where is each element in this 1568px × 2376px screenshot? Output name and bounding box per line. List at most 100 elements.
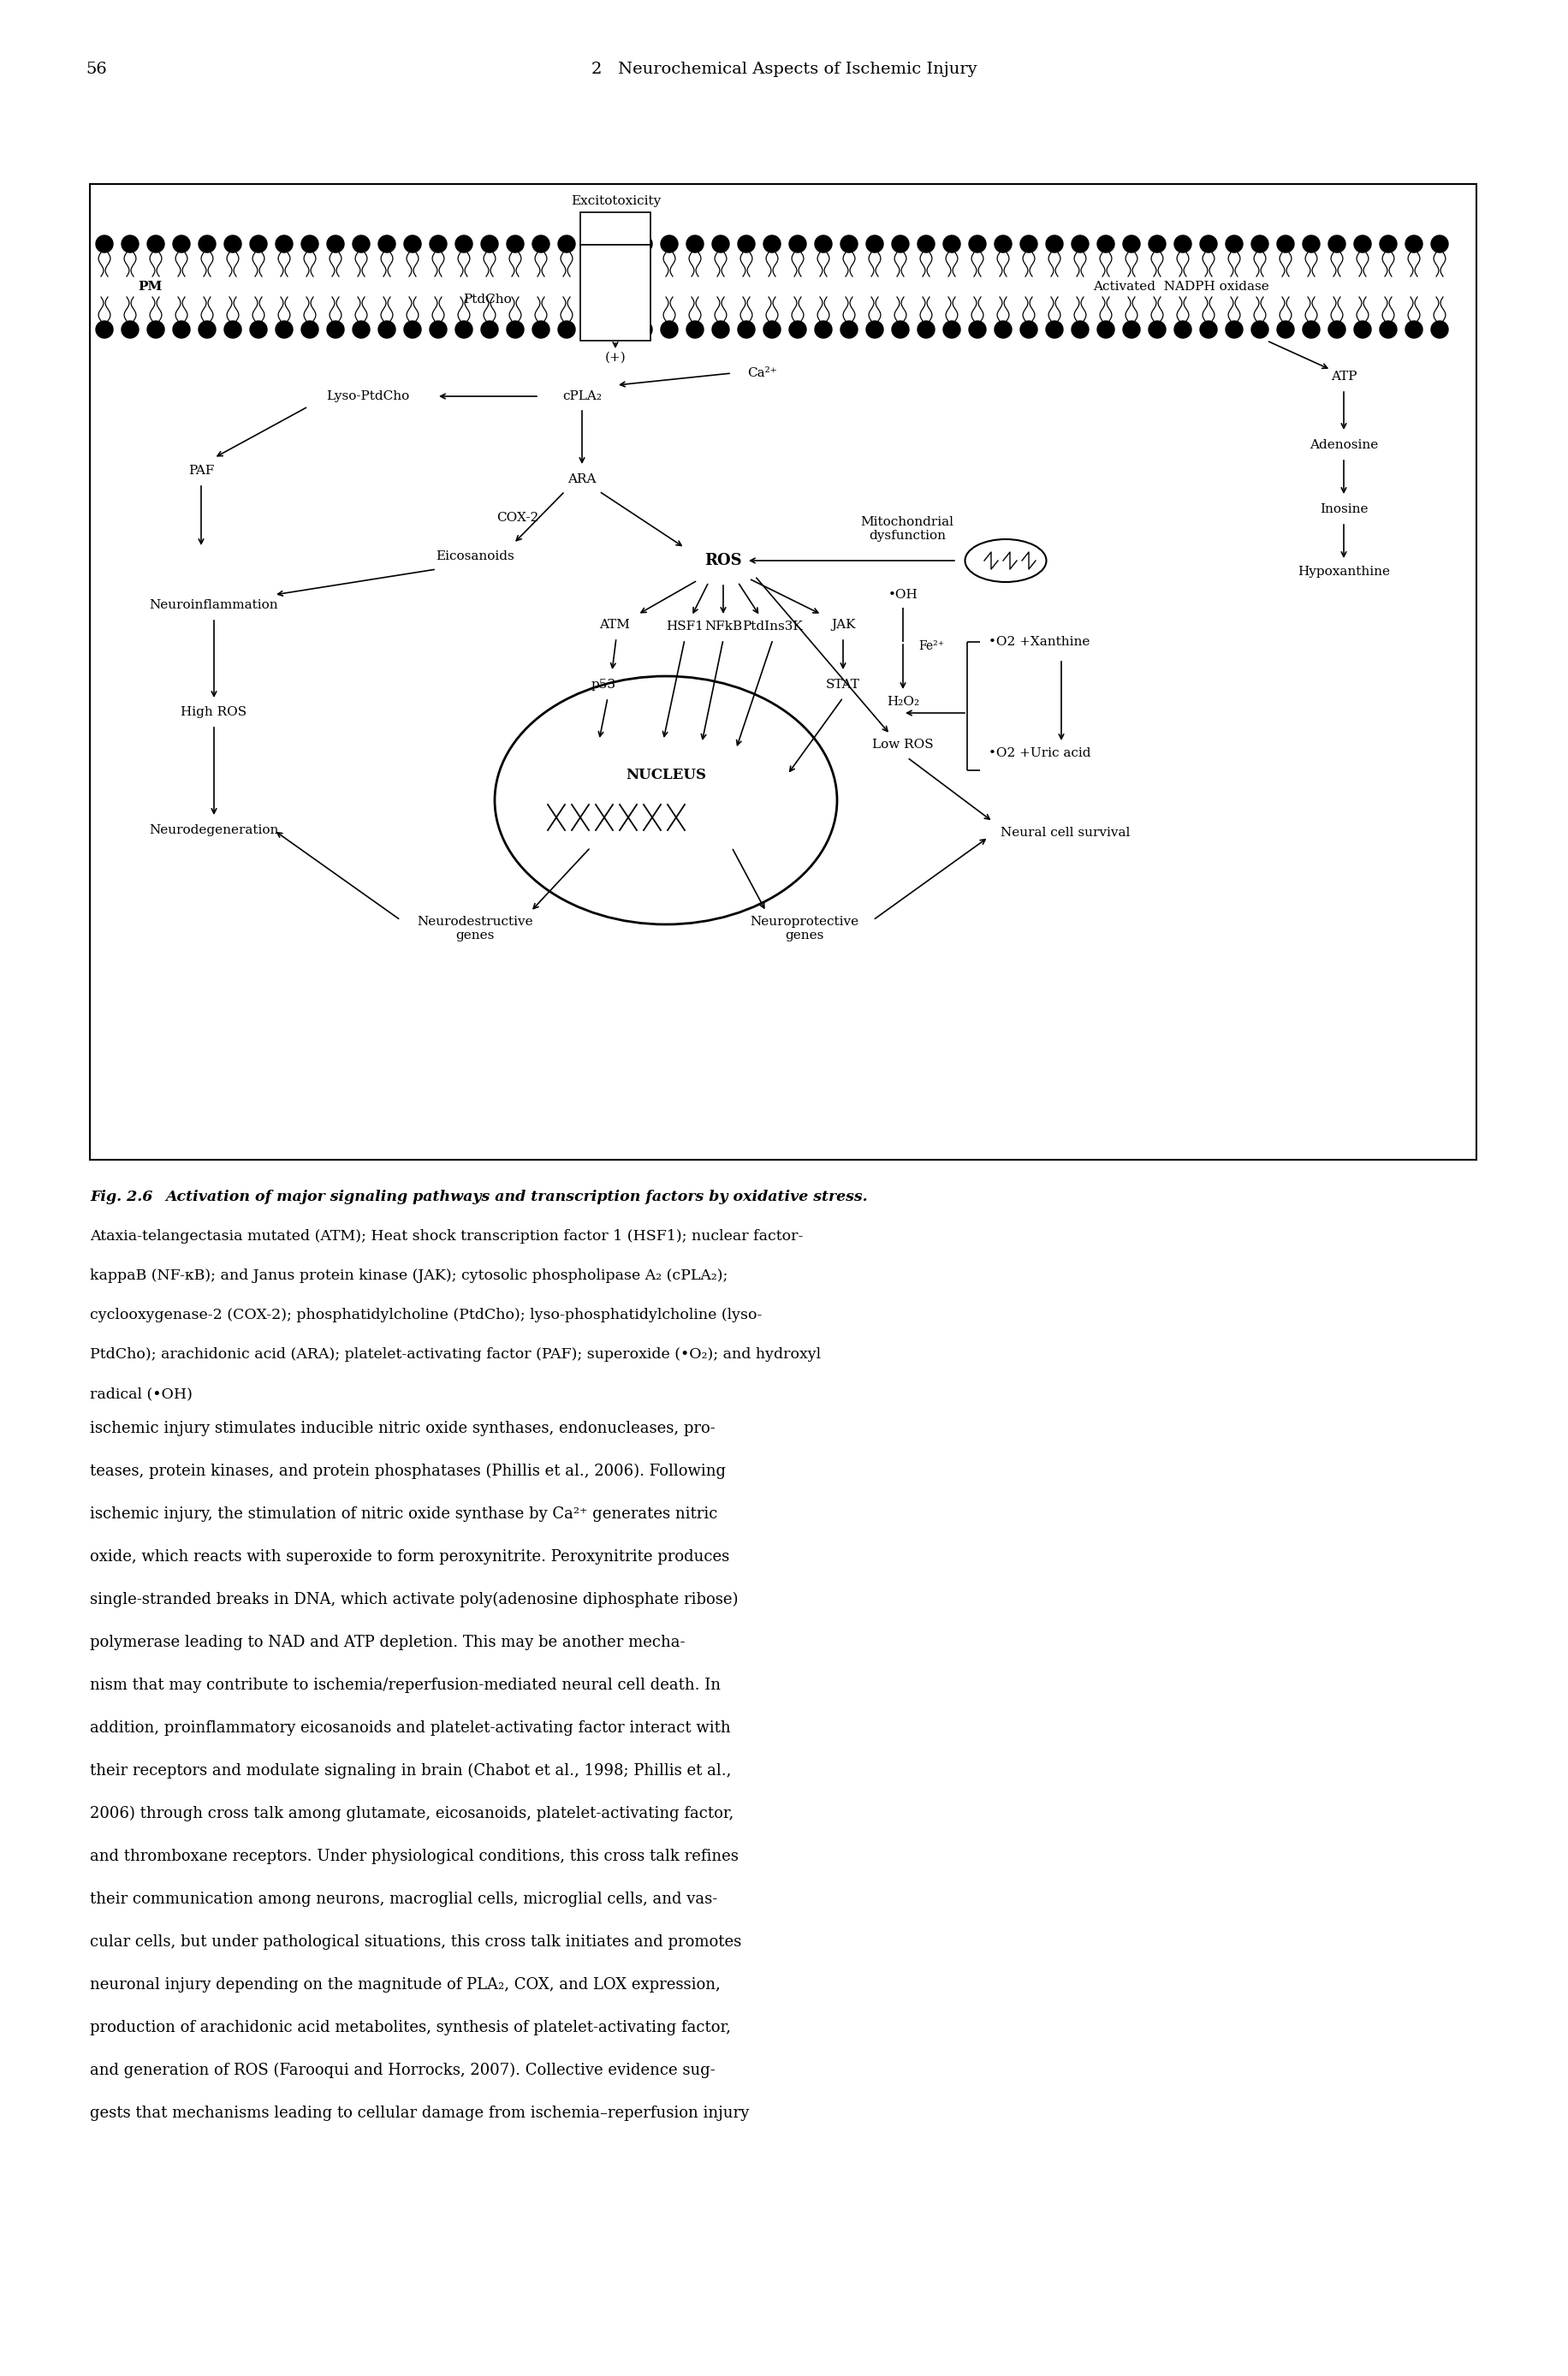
Text: High ROS: High ROS [180, 706, 248, 718]
Bar [580, 245, 651, 340]
Text: •O2 +Uric acid: •O2 +Uric acid [988, 746, 1091, 760]
Text: oxide, which reacts with superoxide to form peroxynitrite. Peroxynitrite produce: oxide, which reacts with superoxide to f… [89, 1549, 729, 1566]
Text: HSF1: HSF1 [666, 620, 704, 632]
Text: cular cells, but under pathological situations, this cross talk initiates and pr: cular cells, but under pathological situ… [89, 1934, 742, 1951]
Text: PtdCho); arachidonic acid (ARA); platelet-activating factor (PAF); superoxide (•: PtdCho); arachidonic acid (ARA); platele… [89, 1347, 822, 1361]
Circle shape [1405, 235, 1422, 252]
Text: Eicosanoids: Eicosanoids [436, 551, 514, 563]
Text: gests that mechanisms leading to cellular damage from ischemia–reperfusion injur: gests that mechanisms leading to cellula… [89, 2105, 750, 2122]
Text: JAK: JAK [831, 618, 855, 630]
Ellipse shape [495, 677, 837, 924]
Circle shape [917, 235, 935, 252]
Circle shape [1071, 235, 1088, 252]
Circle shape [1380, 321, 1397, 337]
Circle shape [840, 235, 858, 252]
Circle shape [1355, 235, 1370, 252]
Circle shape [147, 321, 165, 337]
Text: Fig. 2.6: Fig. 2.6 [89, 1190, 152, 1205]
Circle shape [815, 235, 833, 252]
Circle shape [1071, 321, 1088, 337]
Circle shape [739, 235, 754, 252]
Circle shape [199, 321, 216, 337]
Text: Activated  NADPH oxidase: Activated NADPH oxidase [1093, 280, 1269, 292]
Circle shape [969, 235, 986, 252]
Text: (+): (+) [605, 352, 626, 364]
Circle shape [764, 235, 781, 252]
Circle shape [249, 321, 267, 337]
Circle shape [1174, 321, 1192, 337]
Circle shape [687, 235, 704, 252]
Circle shape [533, 321, 549, 337]
Circle shape [1046, 321, 1063, 337]
Circle shape [1226, 235, 1243, 252]
Circle shape [1380, 235, 1397, 252]
Text: p53: p53 [591, 680, 616, 691]
Circle shape [558, 321, 575, 337]
Circle shape [866, 321, 883, 337]
Circle shape [789, 235, 806, 252]
Circle shape [1200, 321, 1217, 337]
Circle shape [481, 235, 499, 252]
Circle shape [944, 321, 960, 337]
Circle shape [1098, 321, 1115, 337]
Text: NFkB: NFkB [704, 620, 742, 632]
Circle shape [610, 321, 627, 337]
Text: ROS: ROS [704, 554, 742, 568]
Text: Neurodestructive
genes: Neurodestructive genes [417, 915, 533, 941]
Circle shape [405, 235, 422, 252]
Text: Inosine: Inosine [1320, 504, 1367, 516]
Circle shape [481, 321, 499, 337]
Text: cPLA₂: cPLA₂ [563, 390, 602, 402]
Text: PAF: PAF [188, 466, 215, 478]
Bar [580, 211, 651, 245]
Text: Ataxia-telangectasia mutated (ATM); Heat shock transcription factor 1 (HSF1); nu: Ataxia-telangectasia mutated (ATM); Heat… [89, 1228, 803, 1243]
Circle shape [199, 235, 216, 252]
Circle shape [328, 321, 343, 337]
Circle shape [328, 235, 343, 252]
Text: ischemic injury, the stimulation of nitric oxide synthase by Ca²⁺ generates nitr: ischemic injury, the stimulation of nitr… [89, 1506, 718, 1521]
Circle shape [1432, 235, 1449, 252]
Text: Neural cell survival: Neural cell survival [1000, 827, 1131, 839]
Circle shape [635, 235, 652, 252]
Circle shape [533, 235, 549, 252]
Circle shape [301, 235, 318, 252]
Circle shape [1149, 235, 1165, 252]
Text: Ca²⁺: Ca²⁺ [746, 368, 776, 380]
Circle shape [789, 321, 806, 337]
Text: teases, protein kinases, and protein phosphatases (Phillis et al., 2006). Follow: teases, protein kinases, and protein pho… [89, 1464, 726, 1480]
Text: nism that may contribute to ischemia/reperfusion-mediated neural cell death. In: nism that may contribute to ischemia/rep… [89, 1677, 721, 1694]
Circle shape [1251, 321, 1269, 337]
Text: and generation of ROS (Farooqui and Horrocks, 2007). Collective evidence sug-: and generation of ROS (Farooqui and Horr… [89, 2062, 715, 2079]
Circle shape [1123, 235, 1140, 252]
Circle shape [712, 321, 729, 337]
Text: ATM: ATM [599, 618, 630, 630]
Circle shape [276, 321, 293, 337]
Circle shape [583, 321, 601, 337]
Circle shape [994, 321, 1011, 337]
Text: cyclooxygenase-2 (COX-2); phosphatidylcholine (PtdCho); lyso-phosphatidylcholine: cyclooxygenase-2 (COX-2); phosphatidylch… [89, 1307, 762, 1323]
Circle shape [739, 321, 754, 337]
Circle shape [1251, 235, 1269, 252]
Circle shape [172, 321, 190, 337]
Text: Lyso-PtdCho: Lyso-PtdCho [326, 390, 409, 402]
Circle shape [430, 235, 447, 252]
Circle shape [1432, 321, 1449, 337]
Circle shape [1405, 321, 1422, 337]
Circle shape [506, 235, 524, 252]
Circle shape [378, 235, 395, 252]
Circle shape [122, 321, 138, 337]
Text: ATP: ATP [1331, 371, 1356, 383]
Circle shape [224, 235, 241, 252]
Text: H₂O₂: H₂O₂ [886, 696, 919, 708]
Text: their receptors and modulate signaling in brain (Chabot et al., 1998; Phillis et: their receptors and modulate signaling i… [89, 1763, 731, 1780]
Circle shape [301, 321, 318, 337]
Text: neuronal injury depending on the magnitude of PLA₂, COX, and LOX expression,: neuronal injury depending on the magnitu… [89, 1977, 720, 1993]
Circle shape [1303, 321, 1320, 337]
Text: ARA: ARA [568, 473, 596, 485]
Text: •O2 +Xanthine: •O2 +Xanthine [988, 637, 1090, 649]
Circle shape [1098, 235, 1115, 252]
Text: STAT: STAT [826, 680, 861, 691]
Text: and thromboxane receptors. Under physiological conditions, this cross talk refin: and thromboxane receptors. Under physiol… [89, 1849, 739, 1865]
Circle shape [687, 321, 704, 337]
Circle shape [353, 235, 370, 252]
